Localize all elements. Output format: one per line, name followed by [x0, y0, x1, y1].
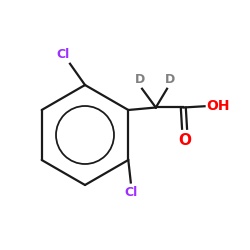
- Text: D: D: [135, 73, 145, 86]
- Text: Cl: Cl: [124, 186, 138, 199]
- Text: OH: OH: [206, 99, 230, 113]
- Text: O: O: [178, 133, 191, 148]
- Text: D: D: [164, 73, 175, 86]
- Text: Cl: Cl: [56, 48, 70, 61]
